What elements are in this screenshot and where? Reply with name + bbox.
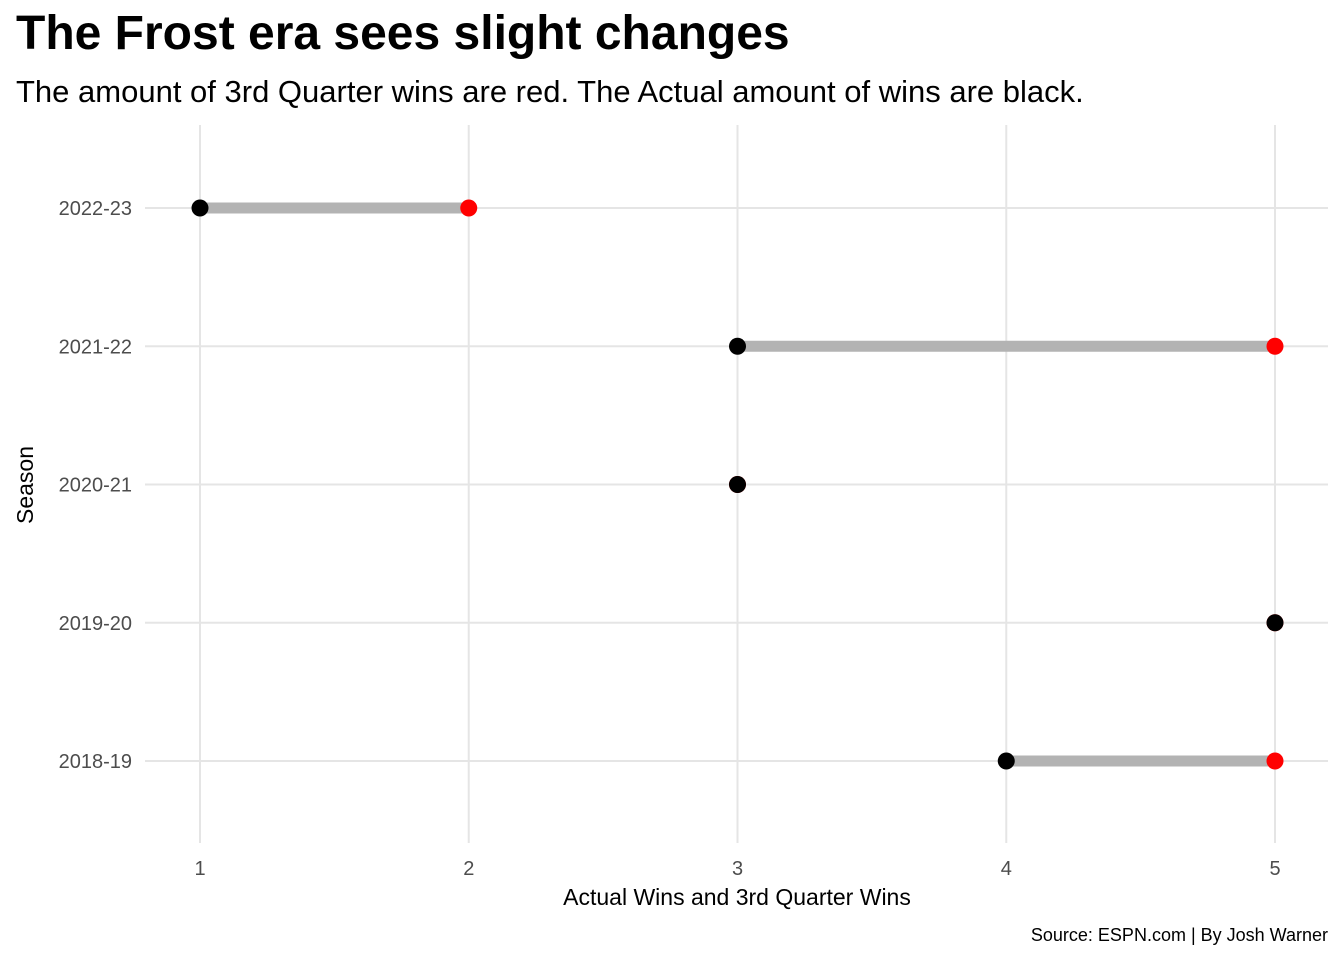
third-quarter-wins-point: [460, 199, 478, 217]
x-axis-ticks: 1 2 3 4 5: [194, 858, 1280, 880]
third-quarter-wins-point: [1266, 337, 1284, 355]
data-points: [191, 199, 1284, 770]
actual-wins-point: [997, 752, 1015, 770]
actual-wins-point: [191, 199, 209, 217]
actual-wins-point: [729, 337, 746, 355]
chart-subtitle: The amount of 3rd Quarter wins are red. …: [16, 74, 1084, 109]
y-tick-label: 2018-19: [59, 751, 132, 773]
x-tick-label: 1: [194, 858, 205, 880]
actual-wins-point: [1266, 614, 1284, 632]
y-tick-label: 2020-21: [59, 475, 132, 497]
dumbbell-segments: [200, 202, 1275, 767]
chart-caption: Source: ESPN.com | By Josh Warner: [1031, 925, 1328, 945]
x-tick-label: 5: [1269, 858, 1280, 880]
y-tick-label: 2021-22: [59, 336, 132, 358]
y-axis-title: Season: [12, 446, 38, 524]
y-tick-label: 2019-20: [59, 613, 132, 635]
chart-title: The Frost era sees slight changes: [16, 7, 790, 60]
actual-wins-point: [729, 476, 746, 493]
x-tick-label: 3: [732, 858, 743, 880]
y-tick-label: 2022-23: [59, 198, 132, 220]
y-axis-ticks: 2018-19 2019-20 2020-21 2021-22 2022-23: [59, 198, 132, 773]
x-tick-label: 2: [463, 858, 474, 880]
x-axis-title: Actual Wins and 3rd Quarter Wins: [563, 884, 911, 910]
x-tick-label: 4: [1001, 858, 1012, 880]
third-quarter-wins-point: [1266, 752, 1284, 770]
